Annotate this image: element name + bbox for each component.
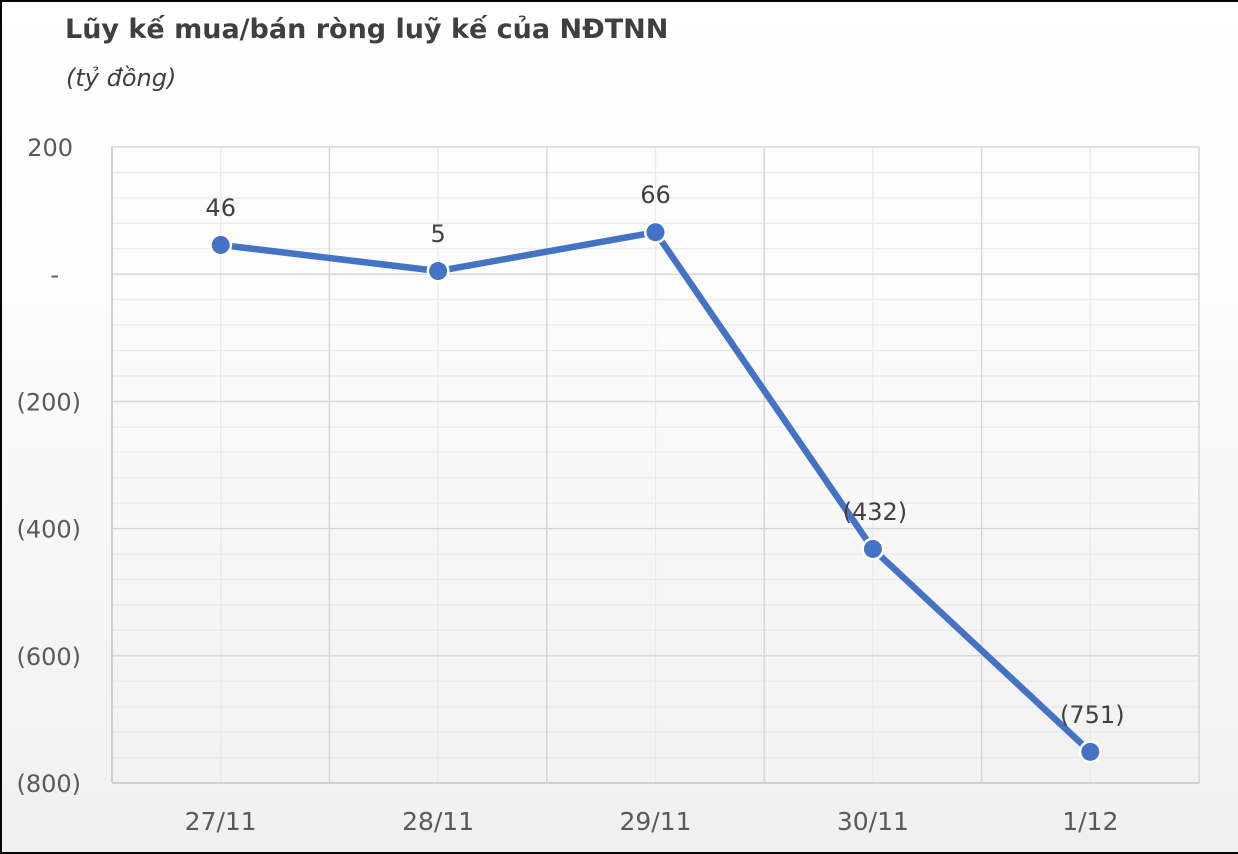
data-point-marker (863, 539, 882, 558)
y-axis-tick-label: 200 (27, 134, 73, 162)
chart-title: Lũy kế mua/bán ròng luỹ kế của NĐTNN (65, 14, 669, 45)
x-axis-tick-label: 27/11 (185, 807, 257, 836)
y-axis-tick-label: (800) (16, 770, 81, 798)
x-axis-tick-label: 30/11 (837, 807, 909, 836)
data-point-marker (646, 223, 665, 242)
data-point-marker (211, 235, 230, 254)
data-point-label: (432) (843, 498, 908, 526)
data-point-marker (1081, 742, 1100, 761)
data-point-label: 5 (430, 220, 445, 248)
x-axis-tick-label: 28/11 (402, 807, 474, 836)
data-point-marker (429, 262, 448, 281)
y-axis-tick-label: - (50, 261, 59, 289)
x-axis-tick-label: 1/12 (1062, 807, 1118, 836)
chart-units-label: (tỷ đồng) (66, 64, 177, 92)
y-axis-tick-label: (200) (16, 388, 81, 416)
data-point-label: 46 (205, 194, 236, 222)
x-axis-tick-label: 29/11 (619, 807, 691, 836)
y-axis-tick-label: (600) (16, 643, 81, 671)
y-axis-tick-label: (400) (16, 516, 81, 544)
data-point-label: (751) (1060, 701, 1125, 729)
data-point-label: 66 (640, 181, 671, 209)
